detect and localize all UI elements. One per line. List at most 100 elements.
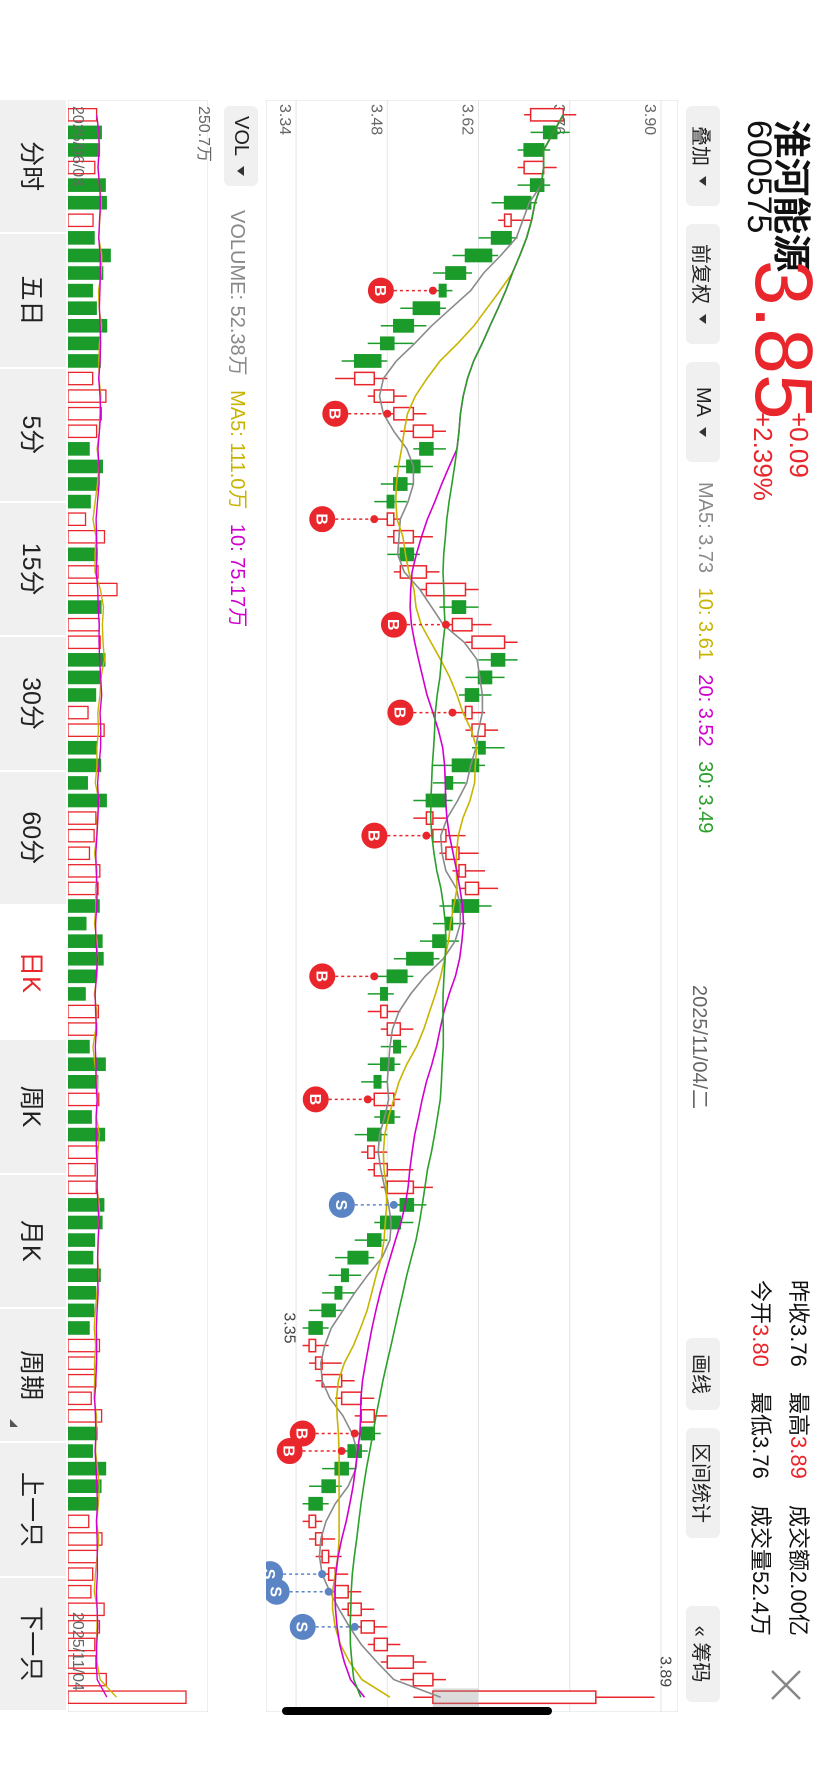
close-icon[interactable] [766,1665,806,1705]
adjust-dropdown[interactable]: 前复权 [686,224,720,344]
candle-body [308,1496,323,1511]
candle-body [445,776,454,790]
candle-body [412,1672,434,1687]
tab-7[interactable]: 周K [0,1040,66,1175]
tab-9[interactable]: 周期 [0,1308,66,1444]
volume-bar [68,582,118,597]
volume-bar [68,793,107,808]
chip-range-highlight [432,1688,479,1710]
candle-body [445,266,467,280]
tab-11[interactable]: 下一只 [0,1577,66,1712]
candle-body [347,1444,362,1458]
tab-0[interactable]: 分时 [0,100,66,235]
candle-body [412,301,441,316]
tab-6[interactable]: 日K [0,905,66,1041]
buy-marker-icon [380,611,407,638]
candle-body [393,406,415,421]
candle-body [523,160,545,175]
vol-dropdown[interactable]: VOL [224,106,258,186]
high-price-label: 3.89 [656,1656,673,1687]
volume-bar [68,1303,95,1318]
volume-bar [68,987,86,1001]
candle-body [373,1074,382,1089]
candle-body [321,1549,330,1564]
y-tick-label: 3.48 [367,104,384,135]
sell-marker-icon [266,1578,290,1605]
buy-marker-label: B [293,1428,310,1440]
candle-body [412,424,434,439]
tab-4[interactable]: 30分 [0,637,66,772]
candle-body [425,811,434,825]
volume-bar [68,776,88,790]
candle-body [366,1127,382,1142]
candle-body [523,143,545,157]
volume-bar [68,811,97,825]
volume-bar [68,1233,96,1247]
buy-marker-label: B [364,830,381,842]
vol-ma5-legend: MA5: 111.0万 [226,390,248,510]
candle-body [419,441,434,456]
ma20-legend: 20: 3.52 [694,674,716,747]
sell-marker-label: S [266,1569,277,1580]
volume-bar [68,1110,92,1124]
draw-line-button[interactable]: 画线 [686,1338,720,1410]
volume-bar [68,1584,92,1599]
volume-bar [68,1356,96,1370]
volume-bar [68,864,101,878]
candlestick-chart[interactable]: 3.903.763.623.483.34BBBBBBBBBBSSSS3.893.… [266,100,678,1712]
indicator-dropdown[interactable]: MA [686,362,720,462]
tab-8[interactable]: 月K [0,1174,66,1309]
sell-marker-icon [289,1613,316,1640]
overlay-dropdown[interactable]: 叠加 [686,106,720,206]
chips-button[interactable]: « 筹码 [686,1606,720,1702]
range-stats-button[interactable]: 区间统计 [686,1428,720,1538]
period-tab-bar: 分时 五日 5分 15分 30分 60分 日K 周K 月K 周期 上一只 下一只 [0,100,66,1712]
tab-5[interactable]: 60分 [0,771,66,906]
home-indicator [282,1707,552,1715]
volume-bar [68,231,95,245]
candle-body [373,1637,389,1652]
sell-marker-dot [318,1570,327,1579]
last-price: 3.85 [738,260,828,420]
volume-bar [68,1426,98,1441]
vol-ma10-legend: 10: 75.17万 [226,523,248,628]
y-tick-label: 3.62 [459,104,476,135]
candle-body [321,1479,336,1494]
y-tick-label: 3.34 [276,104,293,135]
volume-bar [68,1479,102,1494]
candle-body [386,1022,402,1036]
volume-bar [68,213,94,228]
volume-bar [68,1268,101,1283]
open-price: 今开3.80 [748,1280,773,1367]
buy-marker-icon [367,277,394,304]
candle-body [353,354,382,368]
sell-marker-icon [328,1191,355,1218]
volume-bar [68,969,97,984]
tab-2[interactable]: 5分 [0,368,66,503]
ma30-line [349,114,564,1698]
candle-body [380,1057,395,1072]
buy-marker-label: B [371,285,388,297]
buy-marker-dot [422,831,431,840]
day-high: 最高3.89 [786,1392,811,1479]
tab-1[interactable]: 五日 [0,234,66,369]
volume-bar [68,1215,103,1230]
buy-marker-dot [441,620,450,629]
volume-bar [68,670,101,685]
candle-body [490,652,506,667]
tab-10[interactable]: 上一只 [0,1443,66,1578]
candle-body [380,987,389,1001]
volume-bar [68,1338,101,1353]
volume-chart[interactable] [68,100,208,1712]
buy-marker-dot [370,515,379,524]
buy-marker-dot [448,708,457,717]
current-date: 2025/11/04/二 [688,985,710,1110]
candle-body [353,371,376,386]
candle-body [458,863,467,878]
tab-3[interactable]: 15分 [0,502,66,638]
volume-bar [68,1127,106,1142]
volume-bar [68,1180,97,1195]
candle-body [373,389,395,404]
buy-marker-label: B [390,707,407,719]
volume-bar [68,1620,101,1634]
